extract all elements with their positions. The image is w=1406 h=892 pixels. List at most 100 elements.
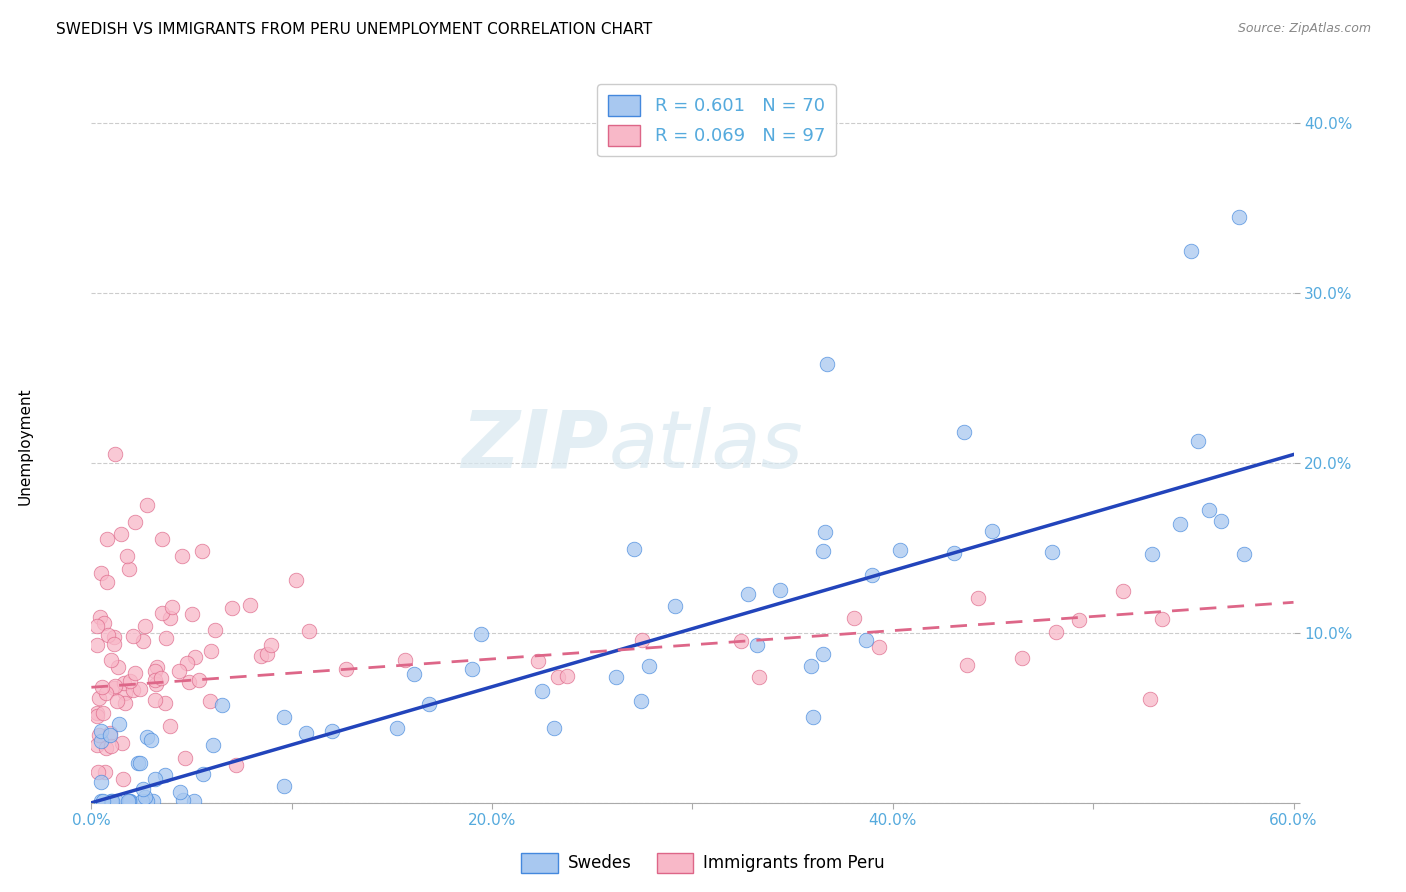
Point	[225, 758, 247, 772]
Point	[117, 549, 139, 564]
Point	[103, 631, 125, 645]
Point	[105, 694, 128, 708]
Point	[90, 734, 112, 748]
Point	[103, 681, 125, 695]
Text: SWEDISH VS IMMIGRANTS FROM PERU UNEMPLOYMENT CORRELATION CHART: SWEDISH VS IMMIGRANTS FROM PERU UNEMPLOY…	[56, 22, 652, 37]
Point	[104, 448, 127, 462]
Point	[402, 667, 425, 681]
Point	[1045, 625, 1067, 640]
Point	[256, 647, 278, 661]
Point	[155, 631, 177, 645]
Point	[96, 574, 118, 589]
Point	[418, 697, 440, 711]
Point	[134, 618, 156, 632]
Point	[86, 706, 108, 721]
Point	[176, 656, 198, 670]
Point	[86, 709, 108, 723]
Point	[98, 728, 121, 742]
Point	[112, 676, 135, 690]
Point	[1139, 692, 1161, 706]
Point	[605, 670, 627, 684]
Point	[814, 525, 837, 540]
Text: atlas: atlas	[609, 407, 803, 485]
Point	[159, 610, 181, 624]
Point	[321, 723, 343, 738]
Point	[387, 721, 409, 735]
Point	[96, 533, 118, 547]
Point	[150, 607, 173, 621]
Point	[956, 658, 979, 673]
Point	[114, 686, 136, 700]
Point	[769, 583, 792, 598]
Point	[114, 697, 136, 711]
Point	[200, 694, 222, 708]
Point	[174, 751, 197, 765]
Point	[135, 794, 157, 808]
Point	[1140, 548, 1163, 562]
Point	[132, 782, 155, 797]
Point	[105, 794, 128, 808]
Point	[1209, 514, 1232, 528]
Point	[530, 683, 553, 698]
Point	[200, 644, 222, 658]
Point	[184, 649, 207, 664]
Point	[1067, 613, 1090, 627]
Point	[942, 546, 965, 560]
Point	[868, 640, 890, 654]
Point	[110, 527, 132, 541]
Point	[737, 587, 759, 601]
Point	[730, 633, 752, 648]
Point	[842, 610, 865, 624]
Point	[470, 626, 492, 640]
Point	[86, 618, 108, 632]
Point	[100, 653, 122, 667]
Point	[87, 764, 110, 779]
Point	[664, 599, 686, 613]
Point	[172, 793, 194, 807]
Point	[221, 601, 243, 615]
Point	[1233, 547, 1256, 561]
Point	[1198, 502, 1220, 516]
Point	[96, 741, 118, 756]
Point	[801, 710, 824, 724]
Legend: Swedes, Immigrants from Peru: Swedes, Immigrants from Peru	[515, 847, 891, 880]
Point	[98, 725, 121, 739]
Point	[124, 516, 146, 530]
Point	[211, 698, 233, 712]
Point	[103, 637, 125, 651]
Text: Unemployment: Unemployment	[18, 387, 32, 505]
Point	[132, 634, 155, 648]
Point	[167, 665, 190, 679]
Point	[118, 794, 141, 808]
Point	[107, 716, 129, 731]
Point	[748, 670, 770, 684]
Point	[91, 794, 114, 808]
Point	[980, 524, 1002, 538]
Point	[555, 669, 578, 683]
Point	[91, 680, 114, 694]
Point	[139, 732, 162, 747]
Point	[547, 670, 569, 684]
Point	[136, 730, 159, 744]
Point	[260, 638, 283, 652]
Point	[128, 756, 150, 771]
Point	[953, 425, 976, 440]
Point	[90, 566, 112, 581]
Point	[335, 662, 357, 676]
Point	[298, 624, 321, 639]
Point	[111, 772, 134, 786]
Point	[630, 694, 652, 708]
Point	[104, 679, 127, 693]
Point	[169, 785, 191, 799]
Point	[94, 685, 117, 699]
Point	[94, 765, 117, 780]
Point	[527, 654, 550, 668]
Point	[145, 677, 167, 691]
Point	[93, 616, 115, 631]
Point	[159, 719, 181, 733]
Point	[170, 549, 193, 564]
Point	[183, 794, 205, 808]
Point	[162, 599, 184, 614]
Point	[97, 627, 120, 641]
Point	[100, 739, 122, 753]
